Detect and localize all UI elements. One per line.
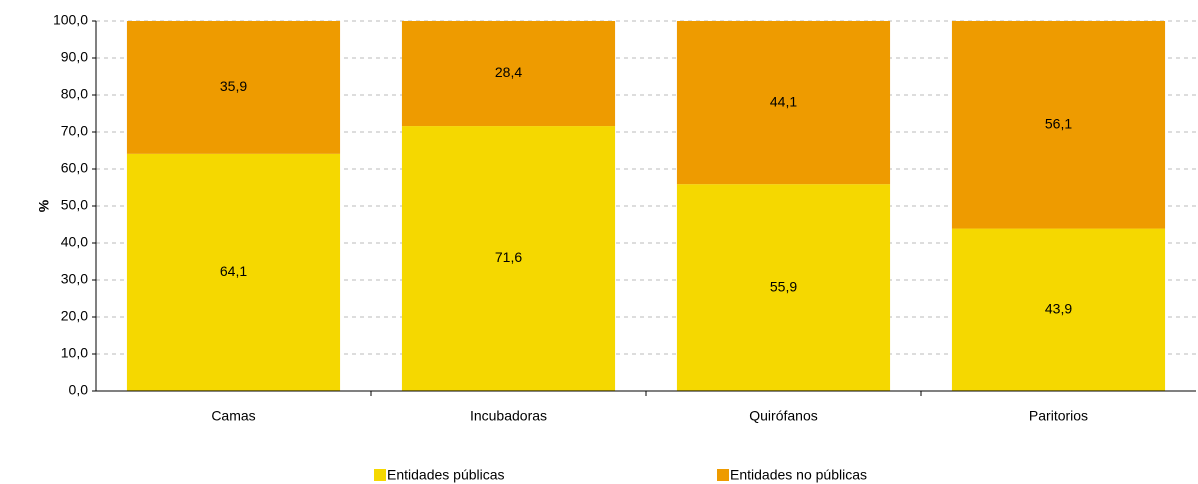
y-tick-label: 40,0 [61,234,88,250]
bar-segment [951,21,1166,229]
y-tick-label: 10,0 [61,345,88,361]
y-tick-label: 60,0 [61,160,88,176]
bar-segment [126,153,341,391]
data-label: 44,1 [770,93,797,109]
bar-segment [126,21,341,154]
y-tick-label: 100,0 [53,12,88,28]
bar-segment [401,126,616,391]
data-label: 64,1 [220,263,247,279]
y-axis-label: % [36,199,52,212]
data-label: 71,6 [495,249,522,265]
x-tick-label: Paritorios [1029,408,1088,424]
bar-segment [951,228,1166,391]
y-tick-label: 30,0 [61,271,88,287]
x-tick-label: Quirófanos [749,408,817,424]
y-tick-label: 20,0 [61,308,88,324]
y-tick-label: 0,0 [69,382,89,398]
y-tick-label: 70,0 [61,123,88,139]
bar-segment [401,21,616,127]
y-tick-label: 90,0 [61,49,88,65]
legend-swatch [717,469,729,481]
legend-label: Entidades públicas [387,467,505,483]
data-label: 28,4 [495,64,522,80]
data-label: 55,9 [770,278,797,294]
bar-segment [676,184,891,391]
legend-label: Entidades no públicas [730,467,867,483]
data-label: 43,9 [1045,300,1072,316]
legend-swatch [374,469,386,481]
x-tick-label: Camas [211,408,255,424]
y-tick-label: 80,0 [61,86,88,102]
data-label: 35,9 [220,78,247,94]
x-tick-label: Incubadoras [470,408,547,424]
y-tick-label: 50,0 [61,197,88,213]
bar-segment [676,21,891,185]
data-label: 56,1 [1045,115,1072,131]
